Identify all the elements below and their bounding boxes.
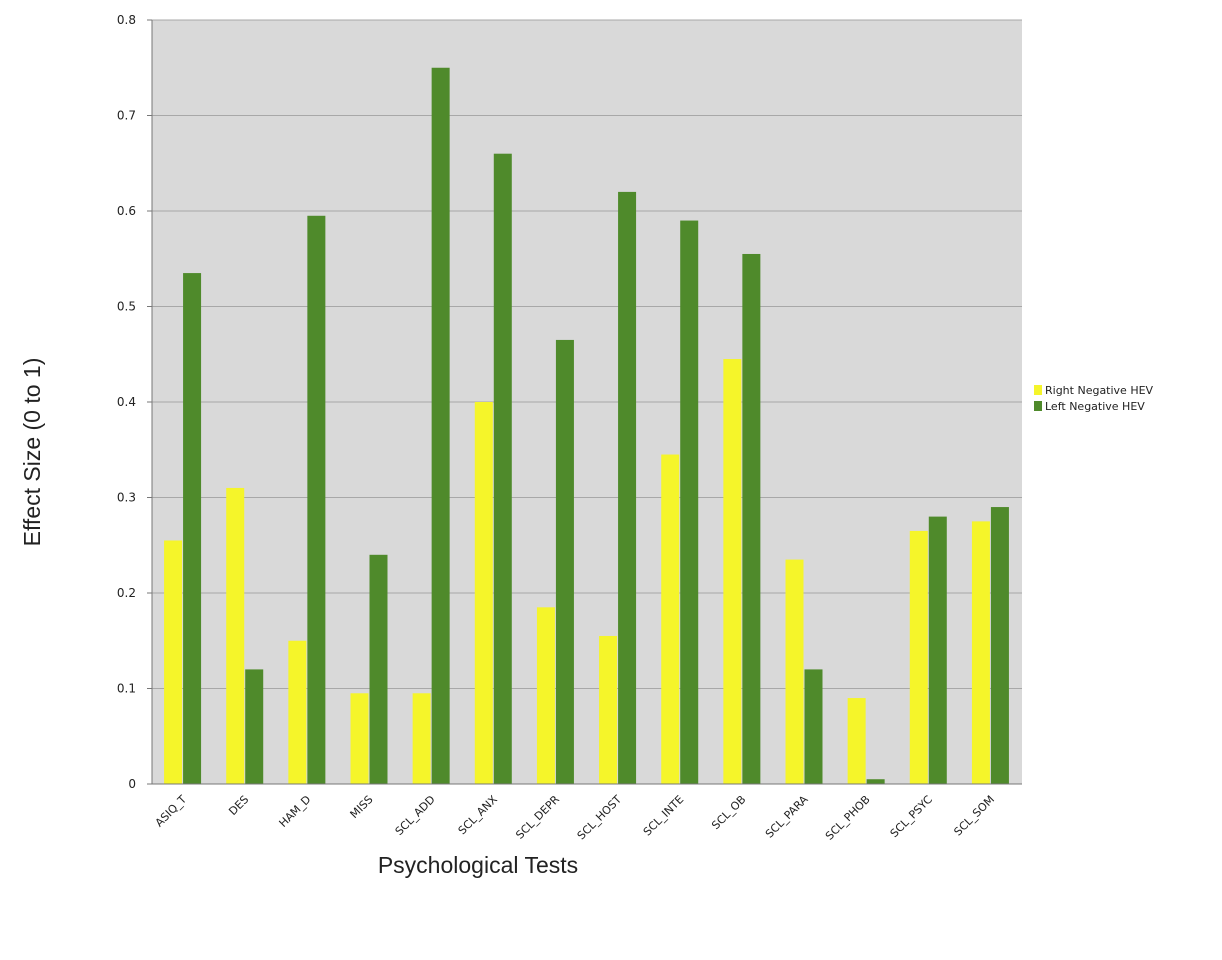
bar-right-negative-hev-scl-para [785, 559, 804, 784]
bar-left-negative-hev-scl-psyc [928, 516, 947, 784]
bar-left-negative-hev-miss [369, 554, 388, 784]
legend-swatch-left-negative-hev [1034, 401, 1042, 411]
x-axis-title: Psychological Tests [378, 852, 578, 878]
y-tick-labels: 0 0.1 0.2 0.3 0.4 0.5 0.6 0.7 0.8 [117, 13, 136, 791]
gridlines [147, 19, 1022, 785]
bar-left-negative-hev-scl-depr [555, 339, 574, 784]
y-tick-label: 0.5 [117, 300, 136, 314]
bar-right-negative-hev-ham-d [288, 640, 307, 784]
x-category-label: SCL_PARA [763, 793, 811, 841]
bars [164, 67, 1009, 785]
x-category-label: SCL_PHOB [823, 793, 873, 843]
x-category-label: SCL_PSYC [888, 793, 935, 840]
bar-right-negative-hev-asiq-t [164, 540, 183, 784]
bar-right-negative-hev-scl-som [971, 521, 990, 784]
bar-left-negative-hev-scl-para [804, 669, 823, 784]
x-category-label: SCL_SOM [951, 793, 997, 839]
bar-right-negative-hev-scl-depr [536, 607, 555, 784]
bar-right-negative-hev-scl-phob [847, 698, 866, 784]
bar-right-negative-hev-scl-anx [474, 402, 493, 784]
x-category-label: HAM_D [277, 793, 314, 830]
x-category-label: DES [226, 793, 251, 818]
bar-left-negative-hev-scl-phob [866, 779, 885, 784]
bar-left-negative-hev-scl-som [990, 507, 1009, 784]
bar-right-negative-hev-scl-psyc [909, 530, 928, 784]
y-tick-label: 0.8 [117, 13, 136, 27]
y-tick-label: 0.6 [117, 204, 136, 218]
bar-right-negative-hev-scl-inte [661, 454, 680, 784]
y-axis-title: Effect Size (0 to 1) [19, 358, 45, 547]
bar-left-negative-hev-scl-add [431, 67, 450, 784]
x-category-label: MISS [348, 793, 376, 821]
axes [151, 20, 1022, 785]
legend-swatch-right-negative-hev [1034, 385, 1042, 395]
bar-left-negative-hev-ham-d [307, 215, 326, 784]
bar-right-negative-hev-scl-add [412, 693, 431, 784]
legend: Right Negative HEV Left Negative HEV [1034, 384, 1154, 413]
x-category-label: SCL_DEPR [513, 793, 562, 842]
legend-label-left-negative-hev: Left Negative HEV [1045, 400, 1145, 413]
y-tick-label: 0.2 [117, 586, 136, 600]
x-category-label: SCL_OB [709, 793, 748, 832]
bar-left-negative-hev-scl-inte [680, 220, 699, 785]
x-category-label: SCL_HOST [575, 793, 625, 843]
x-category-label: ASIQ_T [153, 793, 190, 830]
y-tick-label: 0.3 [117, 491, 136, 505]
x-category-label: SCL_ADD [393, 793, 438, 838]
bar-right-negative-hev-scl-ob [723, 359, 742, 784]
bar-left-negative-hev-des [245, 669, 264, 784]
y-tick-label: 0 [128, 777, 136, 791]
bar-right-negative-hev-des [226, 487, 245, 784]
bar-right-negative-hev-miss [350, 693, 369, 784]
bar-left-negative-hev-scl-ob [742, 253, 761, 785]
x-category-label: SCL_ANX [456, 793, 501, 838]
bar-left-negative-hev-scl-host [618, 191, 637, 784]
y-tick-label: 0.1 [117, 682, 136, 696]
bar-right-negative-hev-scl-host [599, 635, 618, 784]
legend-label-right-negative-hev: Right Negative HEV [1045, 384, 1154, 397]
y-tick-label: 0.7 [117, 109, 136, 123]
bar-left-negative-hev-asiq-t [183, 273, 202, 784]
y-tick-label: 0.4 [117, 395, 136, 409]
x-category-labels: ASIQ_T DES HAM_D MISS SCL_ADD SCL_ANX SCL_DEPR… [153, 793, 997, 843]
bar-left-negative-hev-scl-anx [493, 153, 512, 784]
x-category-label: SCL_INTE [641, 793, 687, 839]
